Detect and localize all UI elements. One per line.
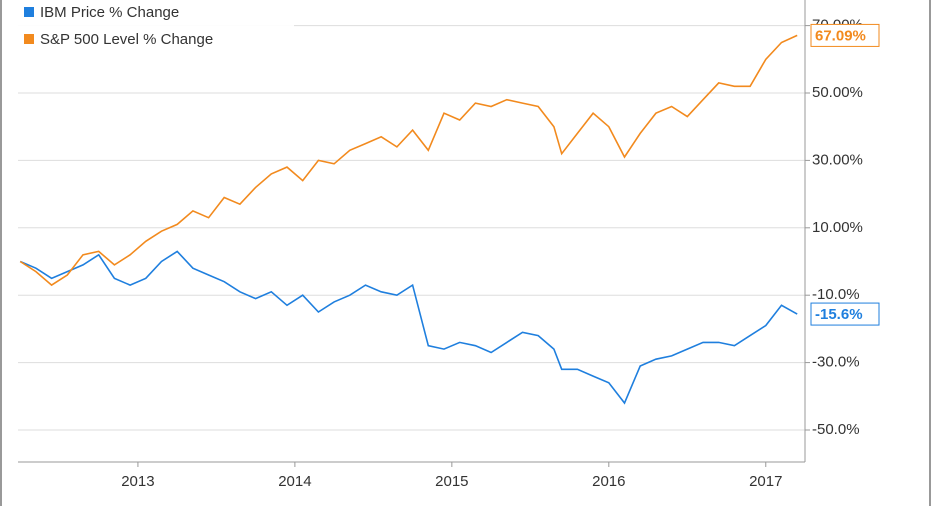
- end-label: -15.6%: [810, 302, 880, 326]
- x-tick-label: 2017: [749, 473, 782, 490]
- end-label-text: 67.09%: [815, 27, 866, 44]
- legend-swatch: [24, 34, 34, 44]
- legend-swatch: [24, 7, 34, 17]
- legend-label: S&P 500 Level % Change: [40, 31, 213, 48]
- y-tick-label: -10.0%: [812, 286, 860, 303]
- legend: IBM Price % Change S&P 500 Level % Change: [18, 0, 294, 56]
- series-line: [19, 250, 798, 405]
- y-tick-label: 10.00%: [812, 219, 863, 236]
- y-tick-label: 30.00%: [812, 151, 863, 168]
- end-label-text: -15.6%: [815, 306, 863, 323]
- end-label-box: [810, 302, 880, 326]
- y-tick-label: -50.0%: [812, 421, 860, 438]
- y-tick-label: -30.0%: [812, 354, 860, 371]
- x-tick-label: 2014: [278, 473, 311, 490]
- end-label-box: [810, 23, 880, 47]
- x-tick-label: 2013: [121, 473, 154, 490]
- x-tick-label: 2016: [592, 473, 625, 490]
- series-line: [19, 34, 798, 287]
- legend-label: IBM Price % Change: [40, 4, 179, 21]
- x-tick-label: 2015: [435, 473, 468, 490]
- y-tick-label: 50.00%: [812, 84, 863, 101]
- legend-box: [18, 0, 294, 56]
- end-label: 67.09%: [810, 23, 880, 47]
